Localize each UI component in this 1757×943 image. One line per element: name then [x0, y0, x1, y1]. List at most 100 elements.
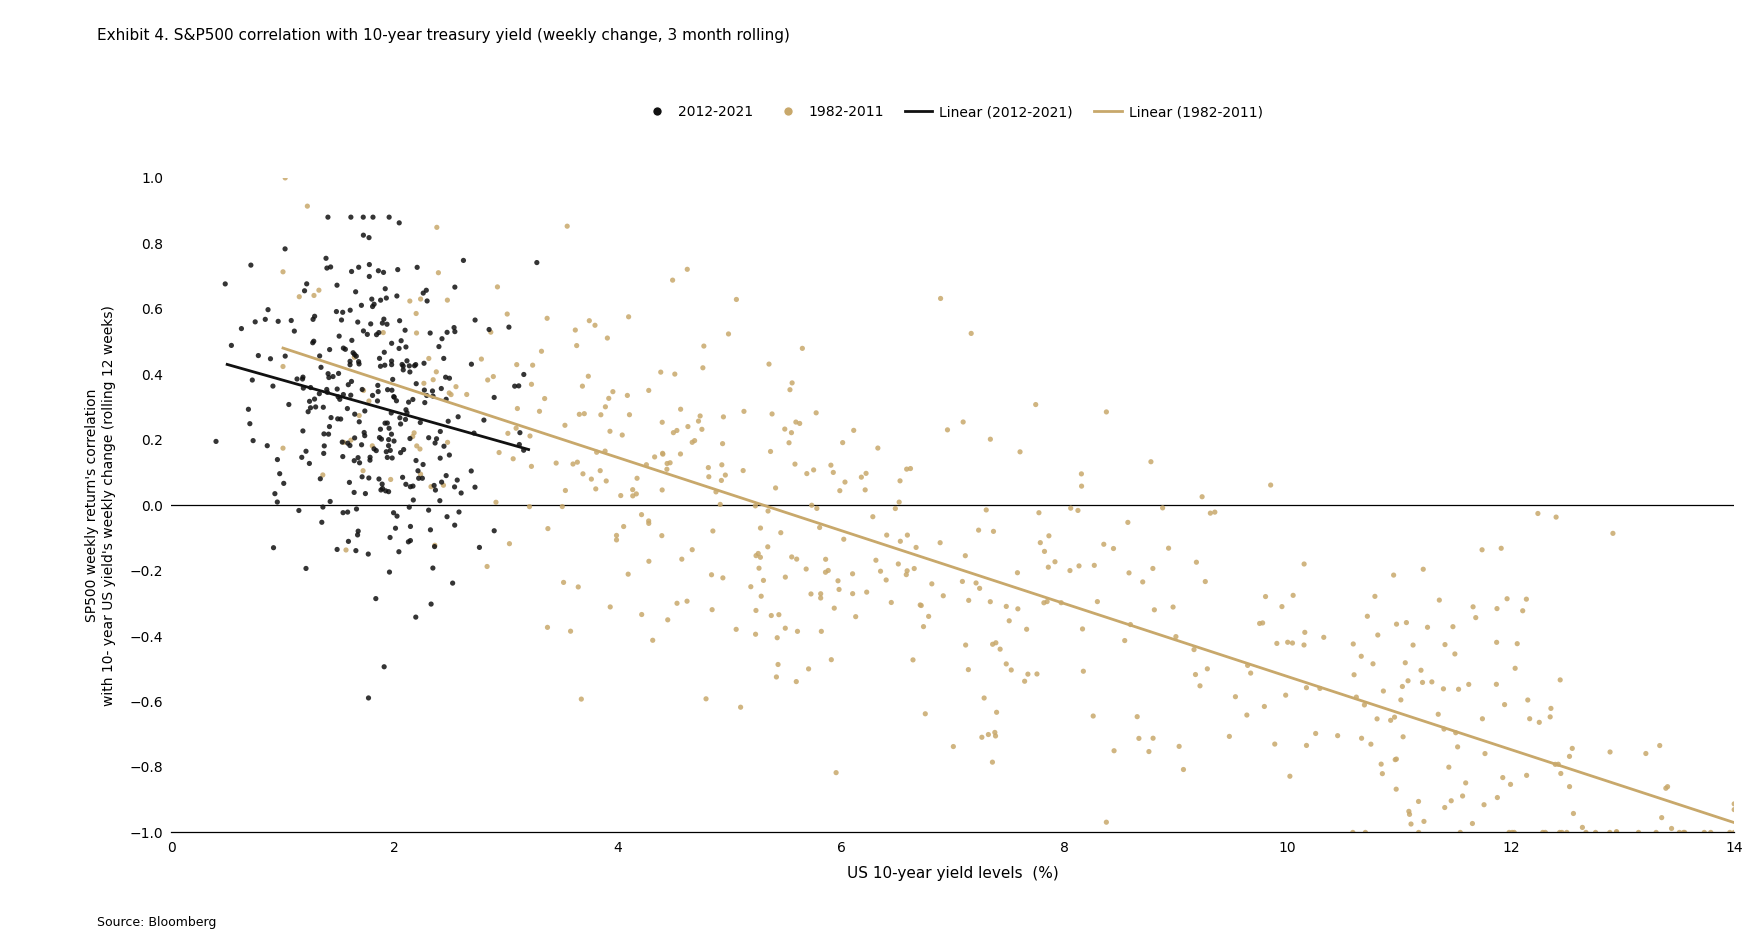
Point	[367, 476, 395, 491]
Point	[647, 365, 675, 380]
Point	[1407, 675, 1435, 690]
Point	[826, 483, 854, 498]
Point	[784, 624, 812, 639]
Point	[817, 457, 845, 472]
Point	[415, 503, 443, 518]
Point	[387, 333, 415, 348]
Point	[339, 485, 367, 500]
Point	[1428, 721, 1457, 736]
Point	[330, 435, 358, 450]
Point	[388, 357, 416, 372]
Point	[292, 561, 320, 576]
Point	[1495, 777, 1523, 792]
Point	[914, 609, 942, 624]
Point	[313, 382, 341, 397]
Point	[332, 542, 360, 557]
Point	[309, 426, 337, 441]
Point	[404, 463, 432, 478]
Point	[350, 209, 378, 224]
Point	[1390, 655, 1418, 670]
Point	[1003, 565, 1031, 580]
Point	[360, 441, 388, 456]
Point	[441, 379, 469, 394]
Point	[432, 509, 460, 524]
Point	[416, 522, 445, 538]
Point	[1546, 766, 1574, 781]
Point	[274, 397, 302, 412]
Point	[467, 352, 495, 367]
Point	[460, 425, 488, 440]
Point	[886, 473, 914, 488]
Point	[374, 421, 402, 436]
Point	[427, 474, 455, 489]
Point	[1471, 746, 1499, 761]
Point	[863, 440, 891, 455]
Point	[422, 364, 450, 379]
Point	[880, 501, 908, 516]
Point	[306, 348, 334, 363]
Point	[499, 452, 527, 467]
Point	[401, 358, 429, 373]
Point	[364, 393, 392, 408]
Point	[283, 372, 311, 387]
Point	[801, 405, 829, 421]
Point	[1290, 556, 1318, 571]
Point	[402, 260, 430, 275]
Point	[1349, 698, 1377, 713]
Point	[341, 543, 369, 558]
Point	[1481, 677, 1509, 692]
Point	[425, 424, 453, 439]
Point	[1003, 602, 1031, 617]
Point	[1047, 595, 1075, 610]
Point	[840, 422, 868, 438]
Point	[1508, 604, 1536, 619]
Point	[1056, 501, 1084, 516]
Point	[385, 215, 413, 230]
Point	[1688, 825, 1717, 840]
Point	[293, 405, 322, 420]
Point	[569, 466, 597, 481]
Point	[757, 608, 785, 623]
Point	[662, 596, 691, 611]
Point	[299, 335, 327, 350]
Point	[457, 463, 485, 478]
Point	[1393, 673, 1421, 688]
Point	[441, 479, 469, 494]
Point	[532, 620, 560, 635]
Point	[380, 389, 408, 405]
Point	[1251, 589, 1279, 604]
Point	[866, 564, 894, 579]
Point	[369, 325, 397, 340]
Point	[285, 503, 313, 518]
Point	[371, 281, 399, 296]
Point	[278, 313, 306, 328]
Point	[501, 379, 529, 394]
Point	[553, 219, 582, 234]
Point	[771, 620, 799, 636]
Point	[365, 351, 394, 366]
Point	[408, 471, 436, 486]
Point	[694, 460, 722, 475]
Point	[432, 468, 460, 483]
Point	[1309, 630, 1337, 645]
Point	[1502, 637, 1530, 652]
Point	[743, 546, 771, 561]
Point	[938, 739, 966, 754]
Point	[1497, 825, 1525, 840]
Point	[515, 499, 543, 514]
Point	[409, 286, 437, 301]
Point	[371, 357, 399, 372]
Point	[991, 656, 1019, 671]
Point	[893, 527, 921, 542]
Point	[1367, 766, 1395, 781]
Point	[365, 472, 394, 487]
Point	[1277, 636, 1305, 651]
Point	[330, 341, 358, 356]
Point	[568, 378, 596, 393]
Point	[1098, 541, 1126, 556]
Point	[494, 306, 522, 322]
Point	[341, 347, 369, 362]
Point	[1386, 692, 1414, 707]
Point	[402, 376, 430, 391]
Point	[1182, 554, 1211, 570]
